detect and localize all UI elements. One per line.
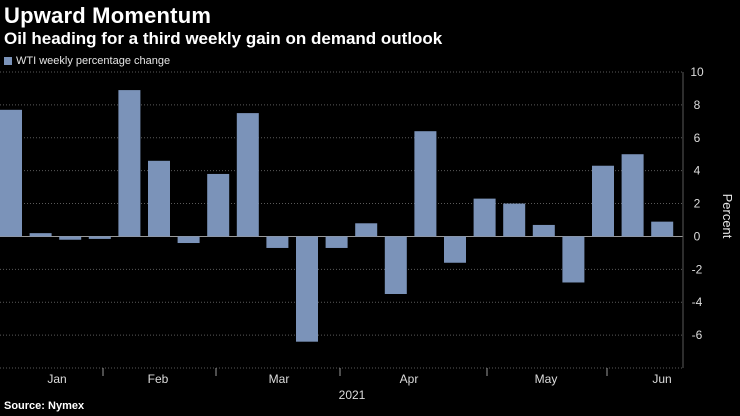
- bar: [532, 224, 555, 237]
- bar: [325, 236, 348, 248]
- bar: [355, 223, 378, 237]
- x-axis-year-label: 2021: [339, 388, 366, 402]
- y-tick-label: 0: [694, 229, 701, 243]
- bar: [296, 236, 318, 342]
- x-tick-label: Mar: [269, 372, 290, 386]
- bar: [207, 173, 230, 237]
- bar: [562, 236, 585, 283]
- bar: [651, 221, 674, 237]
- y-tick-label: -4: [692, 295, 703, 309]
- gridlines: [0, 71, 684, 369]
- bar: [148, 160, 170, 237]
- bar: [414, 131, 437, 237]
- x-axis-ticks: Jan Feb Mar Apr May Jun: [47, 368, 672, 386]
- y-tick-label: 6: [694, 131, 701, 145]
- y-tick-label: -6: [692, 328, 703, 342]
- y-tick-label: 4: [694, 164, 701, 178]
- bar: [118, 90, 141, 237]
- bar: [88, 236, 111, 239]
- bar: [473, 198, 496, 237]
- legend: WTI weekly percentage change: [4, 55, 170, 67]
- x-tick-label: Jun: [652, 372, 671, 386]
- bar: [621, 154, 644, 237]
- chart-title: Upward Momentum: [4, 3, 212, 28]
- y-tick-label: 10: [690, 65, 704, 79]
- bars: [0, 90, 674, 342]
- x-tick-label: Feb: [148, 372, 169, 386]
- y-tick-label: 2: [694, 197, 701, 211]
- bar: [444, 236, 466, 263]
- y-tick-label: 8: [694, 98, 701, 112]
- bar: [0, 109, 22, 237]
- chart-subtitle: Oil heading for a third weekly gain on d…: [4, 29, 443, 48]
- legend-label: WTI weekly percentage change: [16, 55, 171, 67]
- source-note: Source: Nymex: [4, 400, 85, 412]
- x-tick-label: Jan: [47, 372, 66, 386]
- bar: [592, 165, 614, 237]
- y-axis-label: Percent: [720, 194, 735, 239]
- y-tick-label: -2: [692, 262, 703, 276]
- bar: [266, 236, 289, 248]
- bar: [503, 203, 526, 237]
- legend-swatch: [4, 57, 12, 65]
- bar: [59, 236, 82, 240]
- bar: [384, 236, 407, 294]
- bar: [236, 113, 259, 237]
- bar: [177, 236, 200, 244]
- x-tick-label: Apr: [400, 372, 419, 386]
- x-tick-label: May: [535, 372, 558, 386]
- bar: [29, 233, 52, 237]
- y-axis-ticks: 10 8 6 4 2 0 -2 -4 -6: [690, 65, 704, 342]
